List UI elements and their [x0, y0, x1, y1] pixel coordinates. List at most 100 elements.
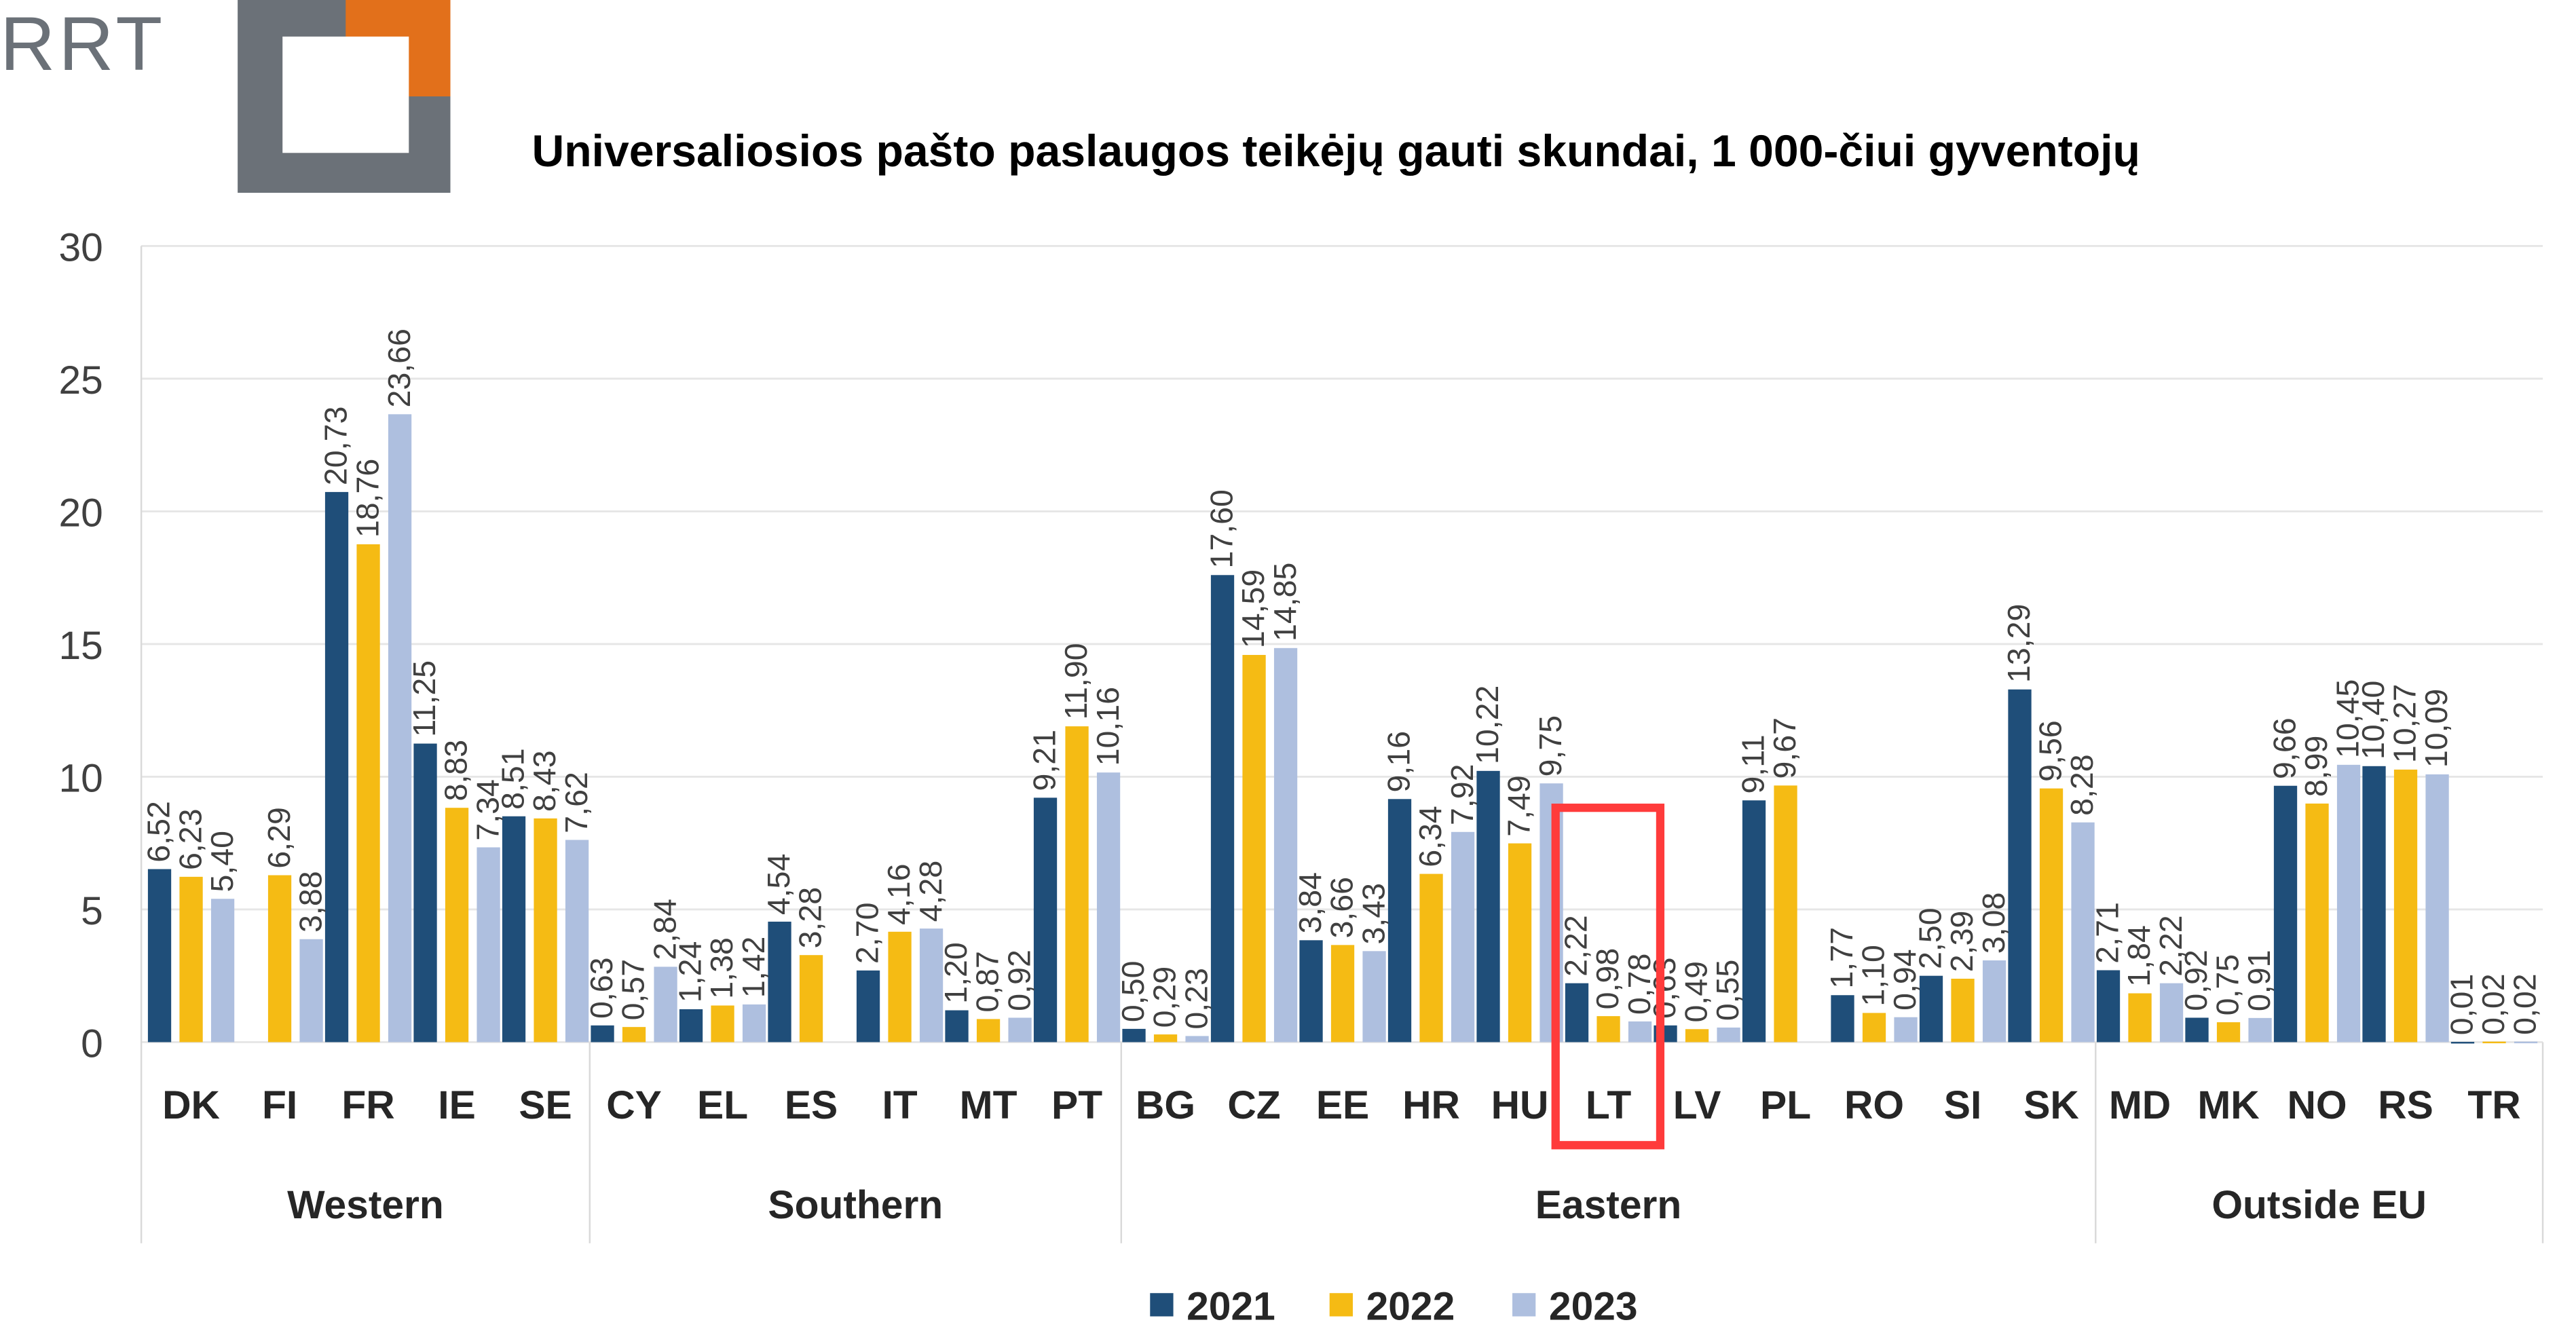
- data-label: 18,76: [350, 459, 385, 538]
- data-label: 7,34: [470, 779, 505, 841]
- bar-IE-2021: [413, 743, 437, 1043]
- data-label: 9,75: [1533, 715, 1568, 777]
- data-label: 0,57: [616, 959, 651, 1021]
- y-tick-label: 5: [81, 889, 103, 933]
- bar-IT-2022: [888, 931, 912, 1043]
- x-tick-label-md: MD: [2109, 1083, 2171, 1127]
- data-label: 1,84: [2121, 925, 2157, 987]
- bar-PT-2021: [1033, 797, 1058, 1043]
- group-label-southern: Southern: [768, 1183, 943, 1227]
- bar-PT-2023: [1096, 772, 1121, 1043]
- bar-SI-2022: [1951, 978, 1975, 1043]
- group-label-eastern: Eastern: [1535, 1183, 1682, 1227]
- data-label: 6,23: [172, 808, 208, 870]
- bar-EL-2023: [742, 1004, 766, 1043]
- bar-RS-2023: [2425, 774, 2449, 1043]
- x-tick-label-hr: HR: [1402, 1083, 1460, 1127]
- bar-EL-2021: [679, 1009, 703, 1043]
- bar-HU-2022: [1508, 843, 1532, 1043]
- bar-MK-2022: [2216, 1022, 2241, 1043]
- bar-BG-2022: [1153, 1034, 1178, 1043]
- data-label: 10,16: [1090, 687, 1125, 766]
- bar-FI-2022: [267, 875, 292, 1043]
- legend-swatch-2023: [1512, 1293, 1536, 1317]
- bar-DK-2023: [210, 899, 235, 1043]
- data-label: 1,20: [938, 942, 973, 1004]
- bar-LV-2022: [1685, 1029, 1709, 1043]
- data-label: 0,98: [1590, 948, 1625, 1010]
- bar-PL-2021: [1742, 800, 1766, 1043]
- data-label: 0,63: [584, 957, 619, 1019]
- data-label: 7,62: [559, 772, 594, 833]
- bar-HR-2021: [1387, 799, 1412, 1043]
- bar-RO-2022: [1862, 1013, 1886, 1043]
- data-label: 10,22: [1470, 686, 1505, 764]
- bar-LT-2021: [1565, 983, 1589, 1043]
- bar-EL-2022: [711, 1005, 734, 1043]
- data-label: 3,66: [1324, 877, 1360, 939]
- bar-SK-2022: [2039, 788, 2064, 1043]
- bar-IE-2023: [477, 847, 500, 1043]
- data-label: 9,21: [1027, 730, 1062, 791]
- data-label: 20,73: [318, 407, 354, 485]
- y-tick-label: 30: [58, 225, 102, 269]
- x-tick-label-fi: FI: [262, 1083, 297, 1127]
- data-label: 0,78: [1622, 954, 1657, 1015]
- bar-MD-2021: [2096, 970, 2121, 1043]
- bar-ES-2021: [768, 921, 791, 1043]
- data-label: 0,50: [1115, 961, 1151, 1023]
- data-label: 8,51: [496, 748, 531, 810]
- data-label: 3,84: [1292, 872, 1328, 934]
- bar-MK-2023: [2248, 1017, 2272, 1043]
- bar-MT-2021: [945, 1010, 969, 1043]
- data-label: 5,40: [204, 831, 240, 893]
- data-label: 2,70: [850, 903, 885, 964]
- x-tick-label-tr: TR: [2467, 1083, 2520, 1127]
- x-tick-label-it: IT: [882, 1083, 917, 1127]
- y-tick-label: 25: [58, 358, 102, 402]
- bar-RO-2021: [1831, 995, 1854, 1043]
- bar-RS-2022: [2393, 769, 2418, 1043]
- data-label: 0,91: [2241, 950, 2277, 1012]
- data-label: 8,83: [438, 740, 474, 802]
- bar-FR-2023: [388, 414, 412, 1043]
- data-label: 0,87: [970, 951, 1005, 1013]
- bar-CZ-2022: [1242, 654, 1266, 1043]
- data-label: 1,42: [736, 937, 771, 998]
- data-label: 3,43: [1356, 883, 1391, 945]
- data-label: 4,16: [881, 863, 916, 925]
- bar-BG-2021: [1122, 1028, 1146, 1043]
- data-label: 14,59: [1235, 569, 1271, 648]
- x-tick-label-cz: CZ: [1227, 1083, 1280, 1127]
- x-tick-label-se: SE: [519, 1083, 572, 1127]
- bar-IT-2023: [919, 928, 944, 1043]
- data-label: 2,39: [1944, 911, 1979, 973]
- bar-DK-2022: [179, 876, 203, 1043]
- data-label: 3,08: [1976, 893, 2011, 954]
- logo: RRT: [0, 0, 451, 193]
- bar-SE-2022: [534, 818, 557, 1043]
- data-label: 4,54: [761, 854, 796, 916]
- x-tick-label-ro: RO: [1844, 1083, 1904, 1127]
- x-tick-label-cy: CY: [606, 1083, 662, 1127]
- bar-CY-2023: [654, 966, 677, 1043]
- legend-swatch-2022: [1329, 1293, 1353, 1317]
- data-label: 2,22: [2153, 915, 2188, 977]
- bar-SE-2023: [565, 840, 589, 1043]
- x-tick-label-el: EL: [697, 1083, 748, 1127]
- data-label: 0,75: [2210, 954, 2245, 1016]
- bar-CZ-2023: [1273, 647, 1298, 1043]
- x-tick-label-pl: PL: [1760, 1083, 1811, 1127]
- data-label: 6,29: [261, 807, 297, 869]
- bar-MT-2023: [1008, 1017, 1032, 1043]
- x-tick-label-lt: LT: [1586, 1083, 1632, 1127]
- data-label: 0,63: [1647, 957, 1682, 1019]
- data-label: 4,28: [913, 861, 948, 922]
- bar-RO-2023: [1894, 1017, 1918, 1043]
- bar-EE-2023: [1362, 951, 1386, 1043]
- data-label: 17,60: [1204, 489, 1239, 568]
- bar-PL-2022: [1774, 785, 1797, 1043]
- bar-RS-2021: [2362, 766, 2386, 1043]
- data-label: 8,99: [2298, 736, 2334, 797]
- x-tick-label-lv: LV: [1673, 1083, 1721, 1127]
